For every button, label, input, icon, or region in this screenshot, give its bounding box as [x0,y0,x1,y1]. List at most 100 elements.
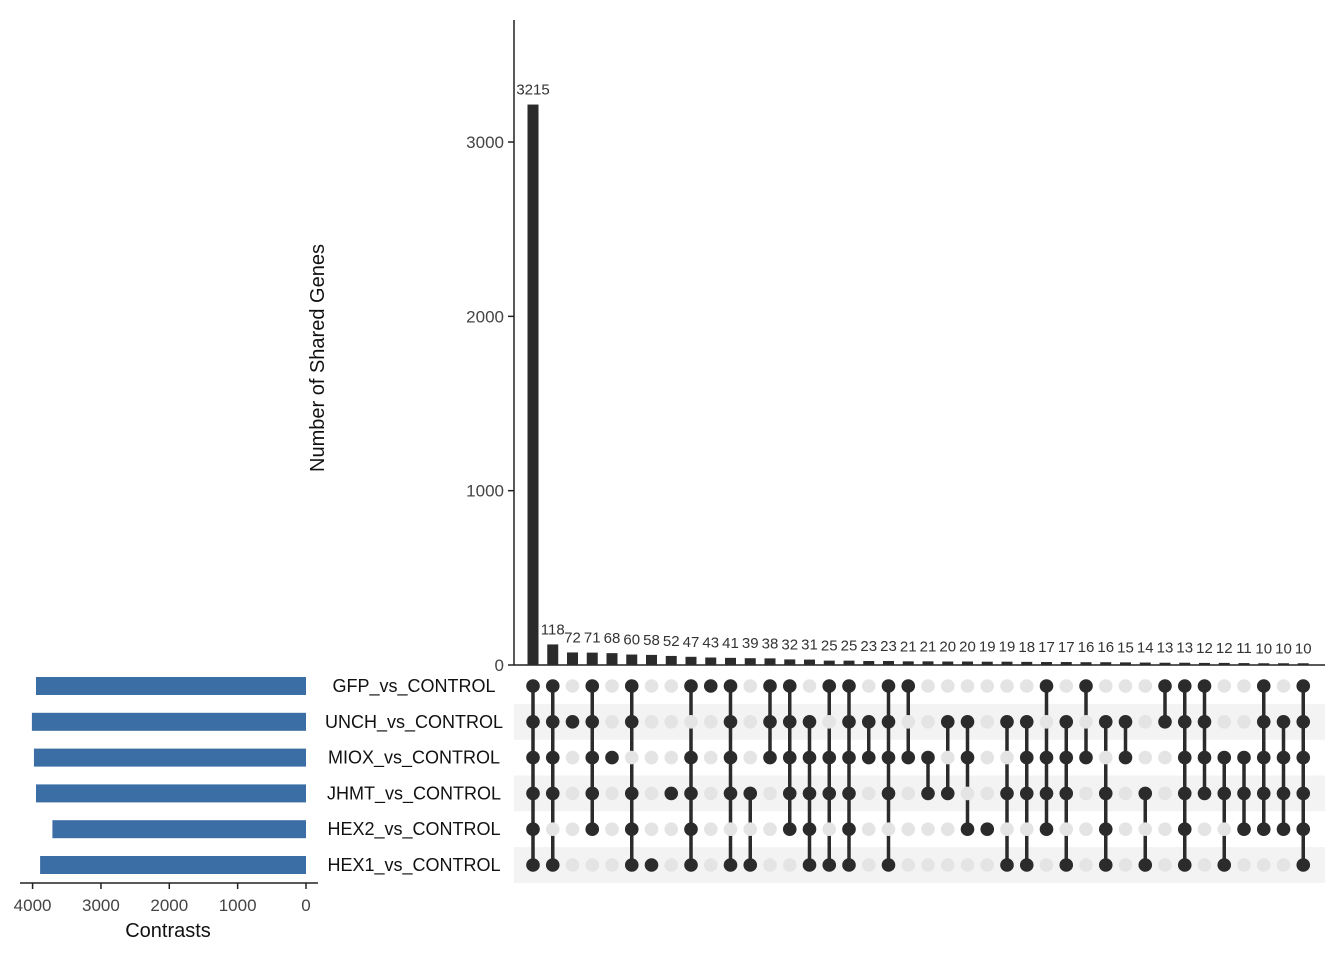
matrix-dot-inactive [1079,822,1093,836]
matrix-dot-active [1177,750,1192,765]
intersection-bar-label: 58 [643,632,660,649]
set-labels: GFP_vs_CONTROL UNCH_vs_CONTROL MIOX_vs_CON… [325,676,503,876]
matrix-dot-active [881,715,896,729]
intersection-bar [1001,661,1013,665]
matrix-dot-inactive [664,822,679,836]
matrix-dot-active [1217,750,1232,765]
intersection-bar [843,660,855,665]
matrix-dot-inactive [664,715,679,729]
intersection-bar [883,660,894,665]
matrix-dot-active [1256,715,1271,729]
matrix-dot-active [526,750,540,765]
intersection-bar [1258,663,1270,665]
matrix-dot-inactive [743,715,758,729]
intersection-bar [1278,663,1289,665]
matrix-dot-active [1217,786,1232,801]
intersection-bar-label: 13 [1157,640,1174,657]
matrix-dot-inactive [565,786,580,801]
matrix-dot-active [842,715,856,729]
matrix-dot-inactive [1237,679,1251,693]
matrix-dot-active [624,786,639,801]
matrix-dot-inactive [1158,858,1172,872]
matrix-dot-inactive [1138,822,1153,836]
matrix-dot-inactive [703,715,718,729]
matrix-dot-active [1039,822,1054,836]
matrix-dot-inactive [980,715,995,729]
set-label: HEX2_vs_CONTROL [327,819,500,840]
matrix-dot-active [1098,786,1113,801]
matrix-dot-active [624,679,639,693]
matrix-dot-inactive [605,786,619,801]
set-label: MIOX_vs_CONTROL [328,748,500,769]
intersection-bar-label: 17 [1058,639,1075,656]
set-size-bar [33,748,306,767]
matrix-dot-active [1098,858,1113,872]
matrix-dot-active [545,679,560,693]
matrix-dot-inactive [763,858,777,872]
matrix-dot-active [1118,715,1133,729]
matrix-dot-active [842,786,856,801]
matrix-dot-active [822,786,837,801]
intersection-bar-label: 25 [841,638,858,655]
set-size-bar [36,677,306,695]
matrix-dot-active [1059,786,1074,801]
intersection-bar-label: 38 [762,635,779,652]
set-size-bar [40,856,307,874]
matrix-dot-active [1296,679,1311,693]
intersection-bar-label: 11 [1236,640,1252,657]
matrix-dot-active [1138,858,1153,872]
intersection-bar [665,655,677,665]
set-size-bar [31,712,306,731]
matrix-dot-active [940,715,955,729]
set-label: GFP_vs_CONTROL [332,676,495,697]
intersection-bar-label: 20 [939,639,956,656]
matrix-dot-active [723,715,738,729]
matrix-dot-active [723,786,738,801]
matrix-dot-active [624,715,639,729]
intersection-bar-label: 71 [584,630,601,647]
matrix-dot-inactive [1118,786,1133,801]
set-size-tick-label: 1000 [219,896,257,915]
matrix-dot-inactive [763,822,777,836]
matrix-dot-active [585,715,600,729]
matrix-dot-active [526,679,540,693]
matrix-dot-active [1256,750,1271,765]
matrix-dot-active [763,679,777,693]
matrix-dot-active [1059,715,1074,729]
y-tick-label: 1000 [466,482,504,501]
matrix-dot-active [723,750,738,765]
matrix-dot-active [1059,858,1074,872]
intersection-bar [823,660,835,665]
matrix-dot-inactive [605,822,619,836]
matrix-dot-active [940,786,955,801]
matrix-dot-inactive [861,822,876,836]
intersection-bar [725,657,736,665]
intersection-bar-label: 21 [920,638,937,655]
matrix-dot-inactive [1118,679,1133,693]
matrix-dot-active [1138,786,1153,801]
intersection-bar [922,661,934,665]
matrix-dot-active [605,750,619,765]
matrix-dot-inactive [960,858,975,872]
matrix-dot-inactive [703,750,718,765]
matrix-dot-inactive [1000,822,1014,836]
matrix-dot-active [703,679,718,693]
matrix-dot-active [1237,822,1251,836]
matrix-dot-inactive [1138,750,1153,765]
matrix-dot-active [1256,679,1271,693]
matrix-dot-inactive [565,822,580,836]
intersection-bar [1218,662,1230,665]
matrix-dot-inactive [703,822,718,836]
matrix-dot-inactive [1237,858,1251,872]
matrix-dot-inactive [1039,715,1054,729]
intersection-bar [1080,662,1092,665]
matrix-dot-inactive [664,858,679,872]
matrix-dot-active [664,786,679,801]
matrix-dot-inactive [1098,679,1113,693]
intersection-bar-label: 32 [781,636,798,653]
matrix-dot-active [782,822,797,836]
set-size-tick-label: 4000 [14,896,52,915]
intersection-bar [1297,663,1309,665]
matrix-dot-inactive [624,750,639,765]
